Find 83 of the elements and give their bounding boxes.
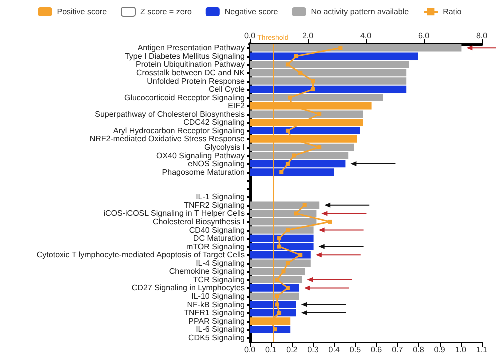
legend-label: Negative score [224, 8, 279, 16]
y-tick-label: Glycolysis I [204, 142, 245, 152]
x-tick-label: 0.4 [328, 346, 340, 354]
y-tick-label: TNFR1 Signaling [184, 308, 245, 318]
x-tick-label: 0.3 [308, 346, 320, 354]
x-tick-label: 0.7 [392, 346, 404, 354]
point [338, 46, 343, 50]
y-tick-label: IL-4 Signaling [196, 258, 245, 268]
y-tick-label: CD40 Signaling [189, 226, 245, 235]
legend-label: Positive score [57, 8, 108, 16]
point [311, 79, 316, 84]
y-tick-label: OX40 Signaling Pathway [156, 151, 245, 160]
point [286, 228, 290, 232]
y-tick-label: Glucocorticoid Receptor Signaling [124, 93, 245, 102]
y-tick-label: DC Maturation [193, 234, 245, 244]
y-tick-label: Phagosome Maturation [162, 168, 245, 177]
x-tick-label: 0.8 [413, 346, 425, 354]
point [275, 294, 280, 298]
point [286, 128, 290, 133]
y-tick-label: Protein Ubiquitination Pathway [136, 60, 245, 70]
point [286, 162, 290, 166]
x-tick-label: 0.2 [286, 346, 298, 354]
point [298, 253, 303, 258]
x2-tick-label: 4.0 [360, 32, 372, 40]
point [286, 261, 290, 266]
point [278, 244, 282, 249]
x-tick-label: 0.6 [370, 346, 383, 354]
x-tick-label: 0.9 [434, 346, 446, 354]
x-tick-label: 1.0 [455, 346, 468, 354]
y-tick-label: NF-kB Signaling [187, 300, 245, 310]
point [292, 154, 296, 158]
y-tick-label: IL-1 Signaling [196, 192, 245, 202]
y-tick-label: eNOS Signaling [188, 160, 245, 169]
point [318, 145, 322, 150]
x-tick-label: 0.5 [350, 346, 362, 354]
legend-label: Z score = zero [140, 8, 192, 16]
y-tick-label: NRF2-mediated Oxidative Stress Response [90, 134, 246, 144]
x-tick-label: 0.1 [266, 346, 278, 354]
y-tick-label: IL-10 Signaling [192, 292, 245, 301]
y-tick-label: Cell Cycle [208, 85, 246, 94]
point [318, 112, 322, 116]
point [298, 70, 303, 75]
legend-label: No activity pattern available [311, 8, 410, 16]
x2-tick-label: 6.0 [418, 32, 430, 40]
x-tick-label: 1.1 [476, 346, 488, 354]
legend-label: Ratio [443, 8, 462, 16]
y-tick-label: CD27 Signaling in Lymphocytes [132, 284, 245, 293]
point [278, 236, 282, 241]
point [286, 286, 290, 290]
point [294, 54, 298, 58]
point [311, 88, 316, 92]
point [302, 203, 307, 208]
y-tick-label: TNFR2 Signaling [184, 200, 245, 210]
x2-tick-label: 0.0 [244, 32, 256, 40]
x2-tick-label: 2.0 [302, 32, 314, 40]
point [294, 212, 298, 216]
point [275, 302, 280, 307]
y-tick-label: Cholesterol Biosynthesis I [152, 217, 245, 226]
y-tick-label: CDC42 Signaling [184, 118, 245, 128]
y-tick-label: Aryl Hydrocarbon Receptor Signaling [113, 126, 245, 136]
y-tick-label: IL-6 Signaling [196, 325, 245, 334]
y-tick-label: CDK5 Signaling [188, 333, 245, 342]
y-tick-label: Type I Diabetes Mellitus Signaling [124, 52, 245, 61]
x-tick-label: 0.0 [244, 346, 256, 354]
y-tick-label: Crosstalk between DC and NK [136, 68, 246, 78]
y-tick-label: mTOR Signaling [186, 242, 245, 252]
point [280, 170, 284, 174]
point [286, 62, 290, 67]
y-tick-label: Unfolded Protein Response [147, 76, 246, 86]
point [278, 311, 282, 316]
y-tick-label: TCR Signaling [193, 275, 245, 284]
y-tick-label: Superpathway of Cholesterol Biosynthesis [95, 110, 245, 119]
y-tick-label: Chemokine Signaling [169, 267, 245, 276]
y-tick-label: Antigen Presentation Pathway [138, 44, 245, 53]
x2-tick-label: 8.0 [476, 32, 488, 40]
point [288, 96, 292, 100]
point [275, 278, 280, 282]
y-tick-label: iCOS-iCOSL Signaling in T Helper Cells [104, 209, 245, 218]
y-tick-label: PPAR Signaling [188, 316, 245, 326]
y-tick-label: Cytotoxic T lymphocyte-mediated Apoptosis of Target Cells [36, 250, 245, 260]
point [328, 220, 332, 224]
point [282, 270, 286, 274]
y-tick-label: EIF2 [228, 102, 246, 111]
